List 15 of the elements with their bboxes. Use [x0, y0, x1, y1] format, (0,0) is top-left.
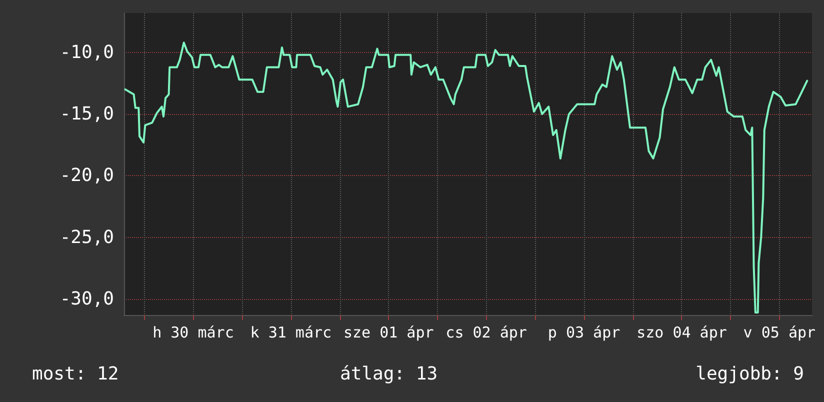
x-tick-label: k 31 márc — [250, 324, 332, 342]
text: legjobb: 9 — [696, 364, 804, 384]
x-tick-label: h 30 márc — [152, 324, 234, 342]
x-tick-label: sze 01 ápr — [343, 324, 434, 342]
x-tick-label: szo 04 ápr — [636, 324, 727, 342]
y-tick-label: -10,0 — [60, 42, 114, 63]
x-tick-label: cs 02 ápr — [446, 324, 527, 342]
text: most: 12 — [32, 364, 119, 384]
y-tick-label: -15,0 — [60, 104, 114, 125]
y-tick-label: -25,0 — [60, 226, 114, 248]
y-tick-label: -20,0 — [60, 165, 114, 186]
text: átlag: 13 — [340, 364, 438, 384]
x-tick-label: v 05 ápr — [743, 324, 816, 342]
y-tick-label: -30,0 — [60, 288, 114, 310]
x-tick-label: p 03 ápr — [548, 324, 620, 342]
